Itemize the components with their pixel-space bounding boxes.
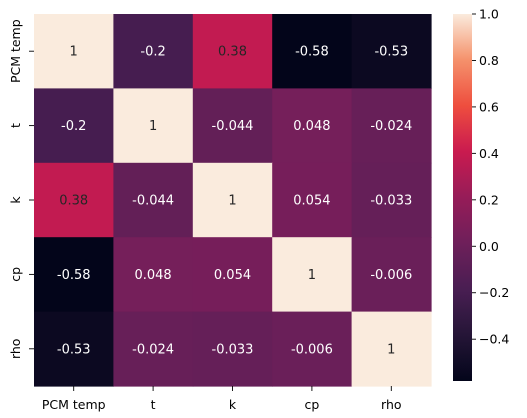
cell-value-label: 0.38	[218, 45, 247, 60]
colorbar-tick-label: 0.2	[479, 192, 499, 207]
heatmap-cell-1-2	[192, 88, 273, 164]
cell-value-label: -0.006	[291, 342, 333, 357]
cell-value-label: -0.2	[61, 119, 86, 134]
cell-value-label: -0.024	[370, 119, 412, 134]
heatmap-cell-3-3	[272, 237, 353, 313]
colorbar-tick-label: 0.6	[479, 99, 499, 114]
heatmap-cell-3-1	[113, 237, 194, 313]
heatmap-cell-0-1	[113, 14, 194, 89]
colorbar-tick-label: −0.2	[479, 285, 509, 300]
x-tick-label: t	[151, 397, 156, 412]
heatmap-cell-4-1	[113, 311, 194, 387]
cell-value-label: 1	[149, 119, 157, 134]
heatmap-cell-2-0	[34, 162, 114, 238]
cell-value-label: -0.033	[212, 342, 254, 357]
heatmap-cell-4-3	[272, 311, 353, 387]
cell-value-label: -0.044	[132, 194, 174, 209]
colorbar-tick-label: 0.0	[479, 239, 499, 254]
cell-value-label: 0.048	[293, 119, 330, 134]
heatmap-cell-3-4	[351, 237, 432, 313]
heatmap-cell-0-4	[351, 14, 432, 89]
heatmap-cell-2-3	[272, 162, 353, 238]
heatmap-cells: 1 -0.2 0.38 -0.58 -0.53 -0.2 1 -0.044 0.048 -0.02…	[34, 14, 432, 387]
cell-value-label: -0.033	[370, 194, 412, 209]
colorbar: −0.4 −0.2 0.0 0.2 0.4 0.6 0.8 1.0	[453, 7, 509, 381]
cell-value-label: -0.024	[132, 342, 174, 357]
x-tick-label: k	[229, 397, 237, 412]
cell-value-label: 0.38	[59, 194, 88, 209]
y-tick-label: PCM temp	[8, 19, 23, 83]
heatmap-cell-2-4	[351, 162, 432, 238]
x-tick-label: rho	[381, 397, 402, 412]
y-tick-label: rho	[8, 339, 23, 360]
cell-value-label: 1	[228, 194, 236, 209]
heatmap-cell-2-1	[113, 162, 194, 238]
heatmap-cell-1-3	[272, 88, 353, 164]
heatmap-cell-0-3	[272, 14, 353, 89]
cell-value-label: -0.58	[57, 268, 91, 283]
heatmap-cell-4-4	[351, 311, 432, 387]
heatmap-cell-1-4	[351, 88, 432, 164]
heatmap-cell-3-0	[34, 237, 114, 313]
x-axis: PCM temp t k cp rho	[42, 386, 402, 412]
cell-value-label: -0.006	[370, 268, 412, 283]
cell-value-label: 1	[70, 45, 78, 60]
heatmap-cell-0-2	[192, 14, 273, 89]
y-axis: PCM temp t k cp rho	[8, 19, 34, 359]
colorbar-tick-label: 0.8	[479, 53, 499, 68]
heatmap-cell-3-2	[192, 237, 273, 313]
cell-value-label: 0.048	[134, 268, 171, 283]
colorbar-tick-label: 0.4	[479, 146, 499, 161]
colorbar-tick-label: 1.0	[479, 7, 499, 22]
heatmap-cell-0-0	[34, 14, 114, 89]
heatmap-cell-2-2	[192, 162, 273, 238]
cell-value-label: -0.53	[374, 45, 408, 60]
cell-value-label: -0.53	[57, 342, 91, 357]
cell-value-label: -0.044	[212, 119, 254, 134]
y-tick-label: cp	[8, 267, 23, 282]
heatmap-cell-1-1	[113, 88, 194, 164]
x-tick-label: PCM temp	[42, 397, 106, 412]
y-tick-label: t	[8, 123, 23, 128]
cell-value-label: 0.054	[293, 194, 330, 209]
cell-value-label: -0.58	[295, 45, 329, 60]
x-tick-label: cp	[304, 397, 319, 412]
cell-value-label: -0.2	[140, 45, 165, 60]
heatmap-cell-4-0	[34, 311, 114, 387]
colorbar-tick-label: −0.4	[479, 332, 509, 347]
y-tick-label: k	[8, 196, 23, 204]
heatmap-cell-1-0	[34, 88, 114, 164]
cell-value-label: 1	[308, 268, 316, 283]
heatmap-cell-4-2	[192, 311, 273, 387]
cell-value-label: 1	[387, 342, 395, 357]
colorbar-gradient	[453, 14, 472, 381]
cell-value-label: 0.054	[214, 268, 251, 283]
